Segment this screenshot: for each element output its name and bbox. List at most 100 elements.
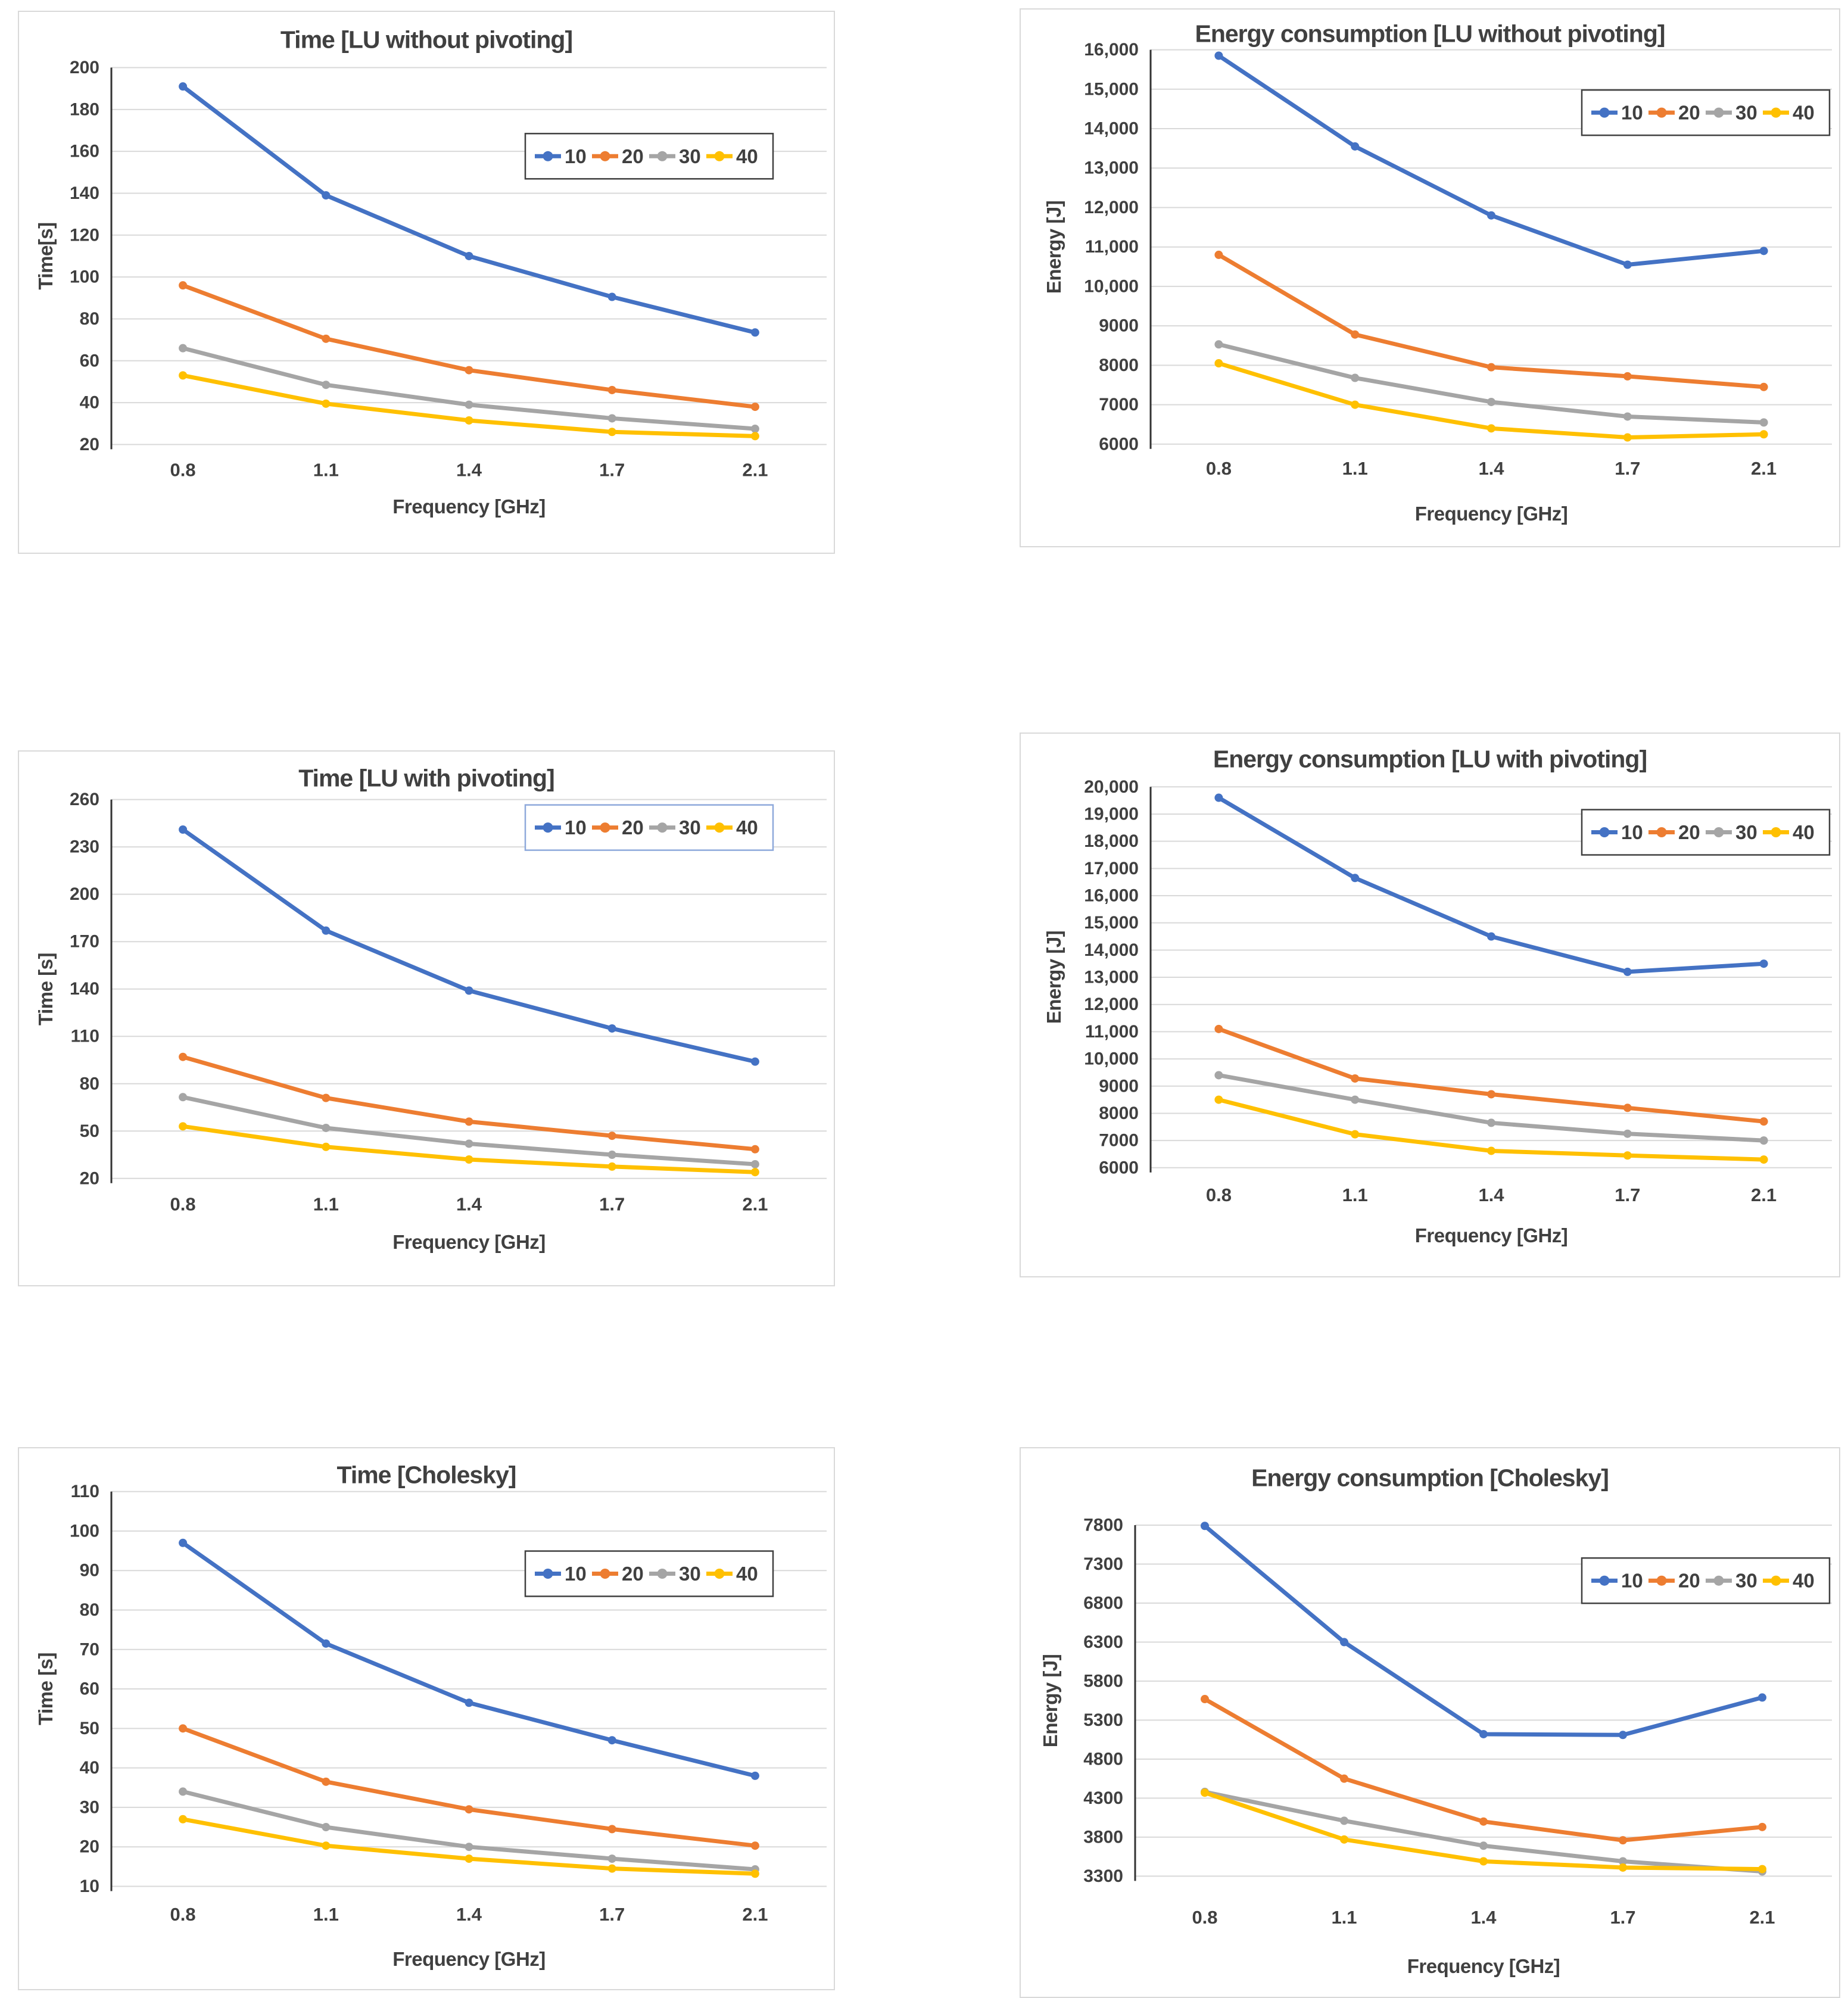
data-point-marker [1479,1729,1488,1738]
series-line [1202,1523,1765,1737]
data-point-marker [1340,1816,1348,1825]
data-point-marker [750,1145,759,1154]
legend-label: 40 [1793,821,1815,843]
y-tick-label: 6800 [1083,1593,1123,1613]
data-point-marker [1487,363,1495,372]
data-point-marker [179,1052,188,1061]
legend-label: 40 [1793,1570,1815,1592]
legend-point-marker [714,151,725,161]
x-tick-label: 0.8 [170,1904,196,1925]
y-tick-label: 3800 [1083,1827,1123,1847]
y-tick-label: 200 [70,58,99,77]
data-point-marker [750,1841,759,1850]
data-point-marker [465,1698,473,1707]
data-point-marker [607,1132,616,1140]
data-point-marker [179,1815,188,1824]
x-axis-tick-labels: 0.8 1.1 1.4 1.7 2.1 [170,460,768,481]
data-point-marker [1623,1151,1632,1160]
legend-label: 10 [1621,102,1643,124]
plot-area: 20 40 60 80 100 120 140 160 180 200 0.8 1.1 1.4 1.7 2.… [70,58,827,481]
legend-label: 30 [1735,1570,1757,1592]
data-point-marker [750,328,759,337]
y-tick-label: 140 [70,183,99,203]
data-point-marker [322,1142,331,1151]
data-point-marker [1487,932,1495,941]
legend-label: 20 [1678,821,1700,843]
series-line [1216,1027,1766,1124]
legend-label: 40 [736,1563,758,1585]
data-point-marker [322,1123,331,1132]
data-point-marker [179,371,188,380]
x-tick-label: 1.7 [1615,1185,1640,1205]
series-40 [1201,1788,1766,1874]
data-point-marker [322,1841,331,1850]
series-line [1216,54,1766,267]
data-point-marker [1214,1095,1223,1104]
legend-label: 30 [679,145,701,167]
y-tick-label: 7000 [1099,1131,1139,1151]
series-40 [179,1815,759,1878]
chart-panel-time-cholesky: Time [Cholesky] Time [s] Frequency [GHz]… [18,1447,835,1990]
y-tick-label: 14,000 [1084,119,1139,139]
y-tick-label: 12,000 [1084,995,1139,1014]
data-point-marker [465,1117,473,1126]
data-point-marker [1351,1130,1360,1139]
y-tick-label: 230 [70,837,99,857]
legend-point-marker [1599,107,1610,118]
legend: 10 20 30 40 [524,1550,774,1597]
data-point-marker [322,334,331,343]
data-point-marker [750,1057,759,1066]
data-point-marker [1487,1146,1495,1155]
legend-point-marker [1656,827,1667,838]
data-point-marker [1623,412,1632,421]
series-30 [179,344,759,434]
data-point-marker [750,432,759,441]
series-line [180,84,758,335]
legend-label: 20 [1678,102,1700,124]
data-point-marker [1214,793,1223,802]
x-tick-label: 1.1 [1331,1907,1357,1928]
x-tick-label: 1.7 [1610,1907,1635,1928]
x-axis-title: Frequency [GHz] [1414,502,1568,525]
y-tick-label: 4300 [1083,1788,1123,1808]
data-point-marker [465,1854,473,1863]
data-point-marker [1759,247,1768,255]
legend-point-marker [543,822,553,833]
series-10 [1201,1522,1766,1740]
series-30 [179,1093,759,1168]
legend-point-marker [714,822,725,833]
legend-point-marker [1656,107,1667,118]
y-tick-label: 8000 [1099,356,1139,375]
y-tick-label: 6000 [1099,1158,1139,1177]
data-point-marker [1479,1841,1488,1850]
y-tick-label: 7800 [1083,1515,1123,1535]
plot-area: 10 20 30 40 50 60 70 80 90 100 110 0.8 1.1 1.4 1.7 2.1 1… [70,1482,827,1925]
x-axis-tick-labels: 0.8 1.1 1.4 1.7 2.1 [170,1904,768,1925]
data-point-marker [1758,1822,1766,1831]
data-point-marker [607,1162,616,1171]
data-point-marker [179,281,188,290]
legend-point-marker [657,822,668,833]
chart-panel-energy-lu-with-pivoting: Energy consumption [LU with pivoting] En… [1020,733,1840,1277]
series-line [180,1055,758,1152]
y-tick-label: 17,000 [1084,859,1139,878]
legend-point-marker [657,1569,668,1579]
data-point-marker [322,1639,331,1648]
data-point-marker [322,399,331,408]
data-point-marker [322,1823,331,1832]
x-axis-title: Frequency [GHz] [392,1231,546,1254]
data-point-marker [1619,1857,1627,1866]
y-tick-label: 15,000 [1084,913,1139,933]
x-axis-title: Frequency [GHz] [1414,1224,1568,1246]
x-tick-label: 0.8 [170,1193,196,1214]
series-line [180,283,758,409]
data-point-marker [607,1151,616,1159]
data-point-marker [1201,1788,1209,1797]
plot-area: 20 50 80 110 140 170 200 230 260 0.8 1.1 1.4 1.7 2.1 1… [70,790,827,1214]
legend-label: 20 [622,145,644,167]
data-point-marker [465,1155,473,1164]
data-point-marker [179,344,188,353]
legend: 10 20 30 40 [524,804,774,851]
data-point-marker [322,1777,331,1786]
x-axis-tick-labels: 0.8 1.1 1.4 1.7 2.1 [1192,1907,1775,1928]
